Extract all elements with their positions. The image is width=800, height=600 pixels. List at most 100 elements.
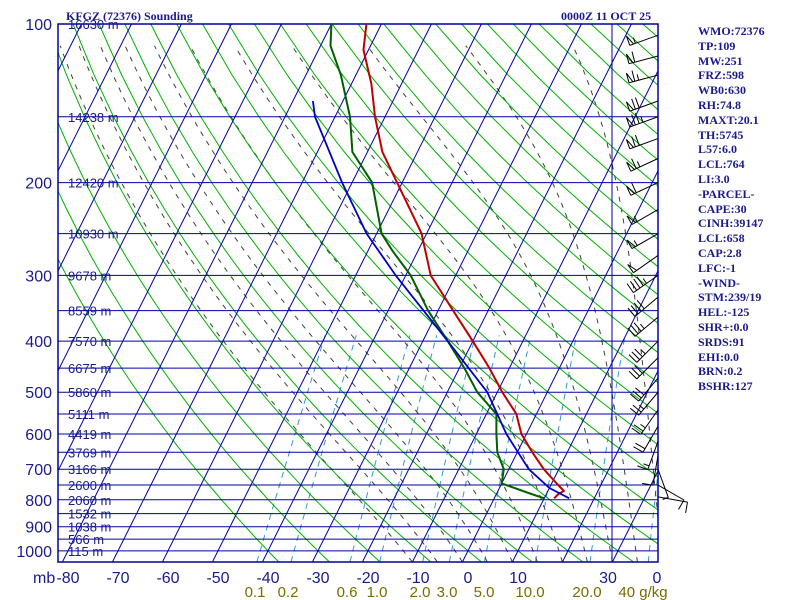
- wind-barb: [629, 391, 659, 416]
- side-panel-line: SHR+:0.0: [698, 319, 749, 334]
- side-panel-line: SRDS:91: [698, 334, 745, 349]
- height-label: 16630 m: [68, 17, 119, 32]
- isotherm-line: [58, 24, 182, 272]
- moist-adiabat: [465, 45, 638, 562]
- pressure-unit-label: mb: [33, 570, 55, 587]
- side-panel-line: -PARCEL-: [698, 186, 755, 201]
- temperature-tick-label: -50: [206, 570, 229, 587]
- isotherm-line: [0, 24, 31, 562]
- wind-barb: [628, 340, 659, 363]
- isotherm-line: [58, 24, 232, 372]
- mixing-ratio-label: 5.0: [474, 584, 495, 600]
- mixing-ratio-label: 0.1: [245, 584, 266, 600]
- height-label: 1532 m: [68, 507, 111, 522]
- wind-barb: [631, 409, 659, 435]
- temperature-tick-label: 0: [464, 570, 473, 587]
- dry-adiabat: [58, 121, 381, 562]
- plot-border: [57, 23, 659, 563]
- height-label: 2060 m: [68, 493, 111, 508]
- pressure-tick-label: 800: [25, 493, 52, 510]
- dry-adiabat: [409, 24, 658, 268]
- height-label: 10930 m: [68, 227, 119, 242]
- wind-barb: [625, 70, 659, 84]
- mixing-ratio-line: [484, 335, 532, 562]
- side-panel-line: CINH:39147: [698, 216, 764, 231]
- height-label: 14238 m: [68, 110, 119, 125]
- dry-adiabat: [279, 24, 658, 414]
- side-panel-line: BRN:0.2: [698, 364, 743, 379]
- temperature-tick-label: -80: [56, 570, 79, 587]
- mixing-ratio-label: 1.0: [367, 584, 388, 600]
- mixing-ratio-line: [589, 335, 626, 562]
- wind-barb: [657, 496, 688, 513]
- side-panel-line: TH:5745: [698, 127, 744, 142]
- height-label: 7570 m: [68, 334, 111, 349]
- height-label: 2600 m: [68, 478, 111, 493]
- height-label: 115 m: [68, 544, 103, 559]
- plot-frame: [57, 23, 659, 563]
- side-panel-line: EHI:0.0: [698, 349, 740, 364]
- mixing-ratio-line: [379, 335, 438, 562]
- side-panel-line: L57:6.0: [698, 142, 737, 157]
- mixing-ratio-line: [448, 335, 500, 562]
- wind-barb: [625, 134, 659, 150]
- wind-barb: [625, 97, 659, 112]
- isotherm-line: [561, 369, 658, 562]
- dry-adiabat: [124, 24, 584, 562]
- parcel-profile: [312, 100, 570, 500]
- wind-barb: [625, 51, 659, 65]
- pressure-tick-label: 1000: [16, 544, 52, 561]
- height-label: 8559 m: [68, 304, 111, 319]
- isotherm-line: [261, 24, 532, 562]
- height-label: 1038 m: [68, 520, 111, 535]
- sounding-indices-panel: WMO:72376 TP:109 MW:251 FRZ:598 WB0:630 RH:74…: [698, 24, 798, 394]
- isotherm-line: [311, 24, 582, 562]
- pressure-grid: [58, 24, 658, 552]
- isotherm-line: [361, 24, 632, 562]
- wind-barb: [629, 377, 659, 402]
- dry-adiabat: [150, 24, 634, 562]
- dry-adiabat: [58, 51, 432, 562]
- height-label: 5860 m: [68, 385, 111, 400]
- dry-adiabat: [58, 258, 280, 562]
- mixing-ratio-lines: [256, 335, 658, 562]
- moist-adiabat: [366, 45, 613, 562]
- dry-adiabat: [228, 24, 658, 478]
- mixing-ratio-label: 3.0: [437, 584, 458, 600]
- isotherm-line: [511, 269, 658, 562]
- pressure-tick-label: 700: [25, 462, 52, 479]
- observation-time: 0000Z 11 OCT 25: [561, 9, 652, 23]
- isotherm-line: [461, 169, 658, 562]
- side-panel-line: WMO:72376: [698, 24, 765, 38]
- temperature-tick-label: 10: [509, 570, 527, 587]
- isotherm-line: [58, 24, 282, 472]
- dry-adiabats: [58, 24, 658, 562]
- pressure-tick-label: 200: [25, 176, 52, 193]
- pressure-tick-label: 500: [25, 385, 52, 402]
- mixing-ratio-line: [349, 335, 411, 562]
- wind-axis-label: 30: [599, 570, 617, 587]
- isotherms: [0, 24, 658, 562]
- wind-barb: [627, 296, 659, 317]
- wind-barbs: [625, 34, 688, 513]
- dry-adiabat: [98, 24, 533, 562]
- isotherm-line: [161, 24, 432, 562]
- side-panel-line: LFC:-1: [698, 260, 736, 275]
- dry-adiabat: [357, 24, 658, 324]
- isotherm-line: [411, 69, 658, 562]
- side-panel-line: CAPE:30: [698, 201, 747, 216]
- temperature-tick-label: -20: [356, 570, 379, 587]
- wind-barb: [641, 455, 659, 486]
- side-panel-line: -WIND-: [698, 275, 740, 290]
- mixing-ratio-label: 20.0: [572, 584, 601, 600]
- isotherm-line: [61, 24, 332, 562]
- mixing-ratio-line: [290, 335, 357, 562]
- dry-adiabat: [331, 24, 658, 354]
- mixing-ratio-line: [647, 469, 658, 562]
- pressure-tick-label: 300: [25, 268, 52, 285]
- side-panel-line: HEL:-125: [698, 305, 750, 320]
- height-label: 12420 m: [68, 176, 119, 191]
- mixing-ratio-label: 2.0: [410, 584, 431, 600]
- side-panel-line: BSHR:127: [698, 379, 753, 394]
